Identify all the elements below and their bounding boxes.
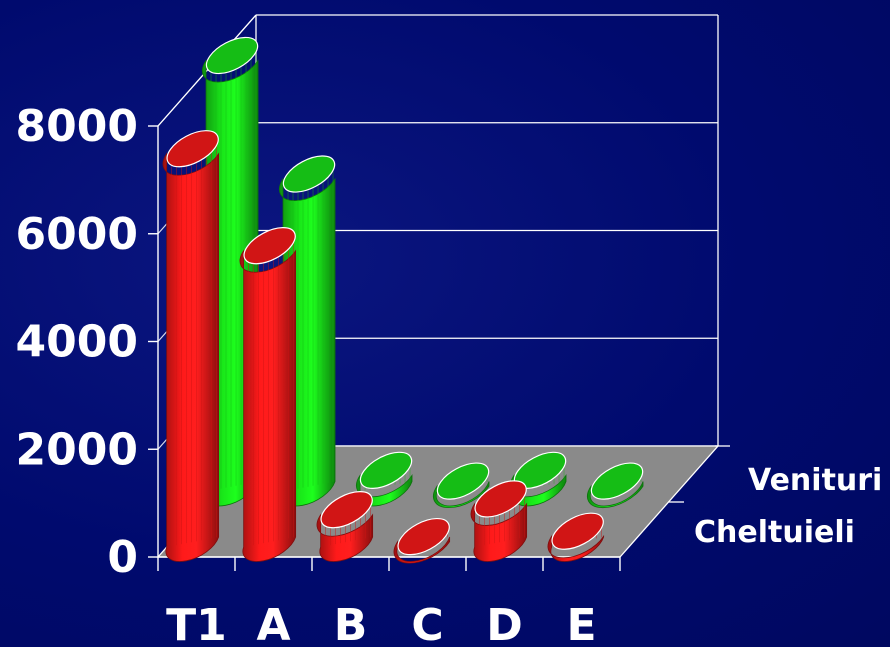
x-tick-label: C	[411, 600, 443, 647]
y-tick-label: 2000	[16, 424, 138, 475]
x-tick-label: A	[256, 600, 290, 647]
cylinder-top	[282, 155, 336, 193]
x-tick-label: B	[334, 600, 368, 647]
y-tick-label: 0	[107, 532, 138, 583]
y-tick-label: 6000	[16, 209, 138, 260]
bar-cheltuieli	[547, 512, 605, 562]
bar-cheltuieli	[239, 227, 297, 562]
cylinder-body	[239, 249, 297, 562]
cylinder-top	[590, 462, 644, 500]
cylinder-body	[316, 513, 374, 562]
bar-venituri	[433, 462, 490, 509]
cylinder-top	[436, 462, 490, 500]
bar-cheltuieli	[316, 491, 374, 562]
cylinder-body	[433, 481, 490, 509]
bar-cheltuieli	[393, 517, 451, 564]
bar-cheltuieli	[162, 130, 220, 562]
cylinder-top	[474, 480, 527, 518]
cylinder-top	[397, 517, 450, 556]
cylinder-body	[162, 152, 220, 562]
cylinder-top	[166, 130, 219, 168]
bar-venituri	[587, 462, 644, 509]
cylinder-top	[243, 227, 296, 265]
cylinder-top	[320, 491, 373, 529]
cylinder-body	[547, 534, 605, 562]
y-tick-label: 4000	[16, 317, 138, 368]
x-tick-label: T1	[166, 600, 227, 647]
series-label-venituri: Venituri	[748, 463, 882, 498]
bar-cheltuieli	[470, 480, 528, 562]
cylinder-top	[359, 451, 413, 489]
side-wall-gridline	[157, 14, 257, 127]
cylinder-top	[551, 512, 604, 550]
x-tick-label: D	[486, 600, 523, 647]
series-label-cheltuieli: Cheltuieli	[694, 515, 855, 550]
cylinder-body	[587, 481, 644, 509]
y-tick-label: 8000	[16, 101, 138, 152]
x-tick-label: E	[566, 600, 596, 647]
cylinder-body	[470, 502, 528, 562]
cylinder-top	[205, 36, 259, 75]
cylinder-body	[393, 536, 451, 564]
